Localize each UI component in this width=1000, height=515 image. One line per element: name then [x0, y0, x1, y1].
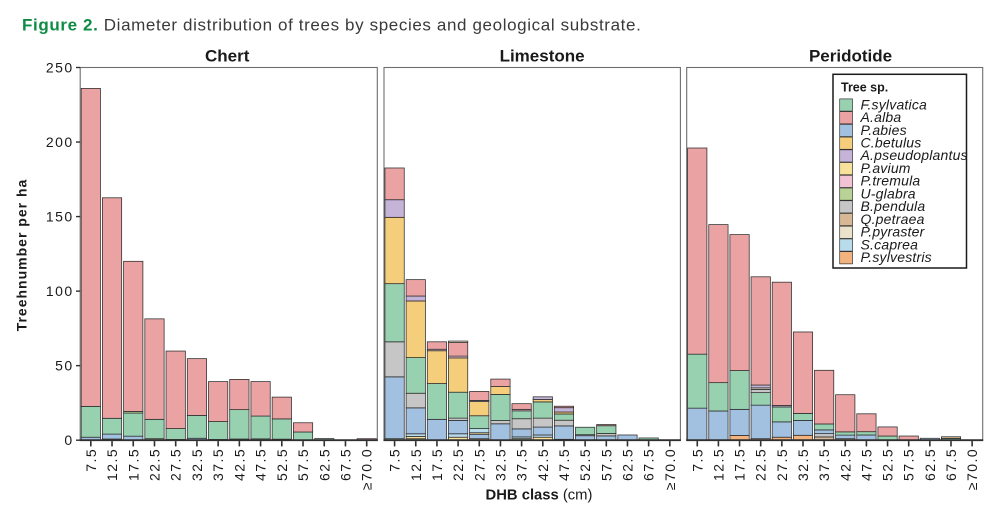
svg-text:A.pseudoplantus: A.pseudoplantus: [860, 147, 968, 163]
svg-text:67.5: 67.5: [337, 448, 353, 481]
svg-text:250: 250: [46, 59, 74, 75]
svg-text:100: 100: [46, 283, 74, 299]
svg-text:Limestone: Limestone: [500, 47, 585, 66]
svg-text:A.alba: A.alba: [860, 109, 902, 125]
svg-text:22.5: 22.5: [146, 448, 162, 481]
svg-text:32.5: 32.5: [795, 448, 811, 481]
svg-text:Chert: Chert: [205, 47, 250, 66]
svg-text:67.5: 67.5: [641, 448, 657, 481]
svg-text:P.abies: P.abies: [861, 122, 907, 138]
svg-text:P.sylvestris: P.sylvestris: [861, 249, 932, 265]
svg-text:57.5: 57.5: [901, 448, 917, 481]
svg-text:57.5: 57.5: [295, 448, 311, 481]
svg-text:Treehnumber per ha: Treehnumber per ha: [14, 179, 30, 332]
svg-text:17.5: 17.5: [732, 448, 748, 481]
svg-text:62.5: 62.5: [922, 448, 938, 481]
svg-text:42.5: 42.5: [837, 448, 853, 481]
svg-text:52.5: 52.5: [880, 448, 896, 481]
svg-text:12.5: 12.5: [710, 448, 726, 481]
svg-text:P.pyraster: P.pyraster: [861, 224, 926, 240]
svg-text:37.5: 37.5: [816, 448, 832, 481]
svg-text:Figure 2. Diameter distributio: Figure 2. Diameter distribution of trees…: [22, 16, 641, 35]
svg-text:B.pendula: B.pendula: [861, 198, 926, 214]
svg-text:7.5: 7.5: [387, 448, 403, 472]
svg-text:37.5: 37.5: [514, 448, 530, 481]
svg-text:62.5: 62.5: [619, 448, 635, 481]
svg-text:0: 0: [64, 432, 73, 448]
svg-text:S.caprea: S.caprea: [861, 236, 919, 252]
svg-text:200: 200: [46, 134, 74, 150]
svg-text:67.5: 67.5: [943, 448, 959, 481]
svg-text:47.5: 47.5: [858, 448, 874, 481]
svg-text:52.5: 52.5: [274, 448, 290, 481]
svg-text:42.5: 42.5: [231, 448, 247, 481]
svg-text:≥70.0: ≥70.0: [359, 448, 375, 490]
svg-text:U-glabra: U-glabra: [861, 185, 916, 201]
svg-text:7.5: 7.5: [689, 448, 705, 472]
svg-text:7.5: 7.5: [83, 448, 99, 472]
svg-text:P.avium: P.avium: [861, 160, 911, 176]
svg-text:Peridotide: Peridotide: [809, 47, 892, 66]
svg-text:42.5: 42.5: [535, 448, 551, 481]
svg-text:17.5: 17.5: [429, 448, 445, 481]
svg-text:22.5: 22.5: [753, 448, 769, 481]
svg-text:62.5: 62.5: [316, 448, 332, 481]
svg-text:27.5: 27.5: [471, 448, 487, 481]
svg-text:DHB class (cm): DHB class (cm): [486, 487, 593, 503]
svg-text:150: 150: [46, 208, 74, 224]
svg-text:12.5: 12.5: [104, 448, 120, 481]
svg-text:≥70.0: ≥70.0: [964, 448, 980, 490]
svg-text:50: 50: [55, 358, 74, 374]
svg-text:P.tremula: P.tremula: [861, 173, 921, 189]
svg-text:F.sylvatica: F.sylvatica: [861, 96, 928, 112]
svg-text:27.5: 27.5: [168, 448, 184, 481]
svg-text:22.5: 22.5: [450, 448, 466, 481]
svg-text:47.5: 47.5: [556, 448, 572, 481]
svg-text:37.5: 37.5: [210, 448, 226, 481]
svg-text:Tree sp.: Tree sp.: [841, 81, 888, 95]
svg-text:52.5: 52.5: [577, 448, 593, 481]
svg-text:17.5: 17.5: [125, 448, 141, 481]
svg-text:47.5: 47.5: [253, 448, 269, 481]
svg-text:12.5: 12.5: [408, 448, 424, 481]
svg-text:Q.petraea: Q.petraea: [861, 211, 925, 227]
svg-text:C.betulus: C.betulus: [861, 134, 922, 150]
svg-text:≥70.0: ≥70.0: [662, 448, 678, 490]
svg-text:32.5: 32.5: [492, 448, 508, 481]
svg-text:27.5: 27.5: [774, 448, 790, 481]
svg-text:57.5: 57.5: [598, 448, 614, 481]
svg-text:32.5: 32.5: [189, 448, 205, 481]
